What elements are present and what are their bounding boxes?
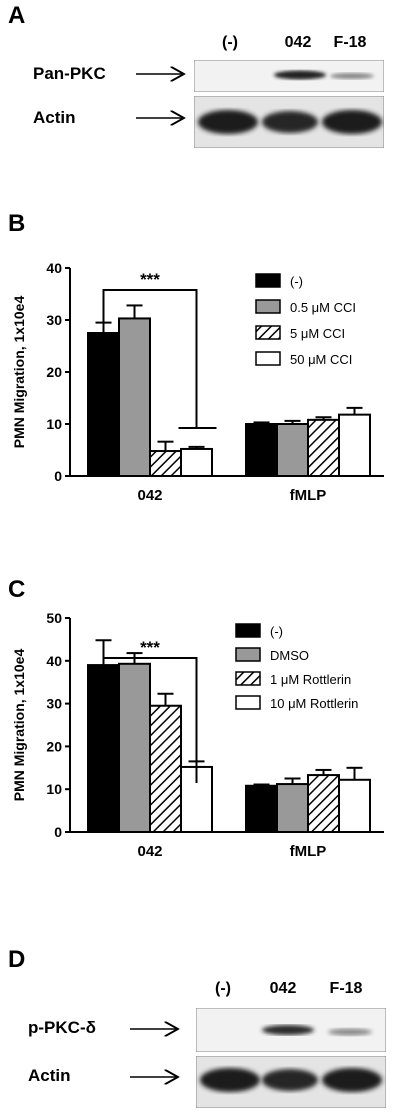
panel-b-letter: B — [8, 210, 26, 237]
bar — [118, 662, 151, 833]
bar — [118, 317, 151, 477]
y-tick-label: 0 — [54, 468, 62, 484]
blot-row-label-actin-d: Actin — [28, 1066, 71, 1085]
legend-label: 0.5 μM CCI — [290, 300, 356, 315]
lane-label-neg: (-) — [222, 34, 238, 51]
lane-label-f18: F-18 — [333, 34, 367, 51]
y-tick-label: 50 — [46, 610, 62, 626]
y-tick-label: 30 — [46, 696, 62, 712]
bar — [87, 664, 120, 833]
legend-label: DMSO — [270, 648, 309, 663]
legend-label: 1 μM Rottlerin — [270, 672, 351, 687]
bar — [276, 423, 309, 477]
significance-bracket — [102, 657, 198, 783]
band-p-pkc-042 — [262, 1025, 314, 1035]
blot-arrows-d — [130, 1000, 400, 1118]
legend-swatch — [235, 671, 261, 686]
legend-label: 5 μM CCI — [290, 326, 345, 341]
bar — [87, 332, 120, 477]
x-category-label: fMLP — [290, 487, 327, 504]
blot-image-actin-a — [194, 96, 384, 148]
x-category-label: fMLP — [290, 843, 327, 860]
chart-b: 0 10 20 30 40 PMN Migration, 1x10e4 042 fMLP ***… — [11, 260, 384, 504]
legend-swatch — [255, 299, 281, 314]
bar — [338, 413, 371, 477]
legend-swatch — [255, 325, 281, 340]
significance-marker: *** — [140, 270, 160, 289]
bar — [307, 418, 340, 477]
y-axis-label: PMN Migration, 1x10e4 — [11, 296, 27, 449]
y-tick-label: 0 — [54, 824, 62, 840]
band-actin-d-neg — [200, 1068, 260, 1092]
lane-label-d-042: 042 — [269, 980, 297, 997]
legend-label: 10 μM Rottlerin — [270, 696, 358, 711]
bar — [245, 784, 278, 833]
legend-swatch — [235, 647, 261, 662]
y-tick-label: 40 — [46, 653, 62, 669]
bar — [149, 704, 182, 833]
blot-row-label-p-pkc-delta: p-PKC-δ — [28, 1018, 96, 1037]
legend-label: 50 μM CCI — [290, 352, 352, 367]
legend-label: (-) — [270, 624, 283, 639]
band-actin-d-042 — [262, 1069, 318, 1091]
blot-arrows-a — [136, 0, 400, 160]
y-tick-label: 10 — [46, 781, 62, 797]
lane-label-d-neg: (-) — [215, 980, 231, 997]
band-p-pkc-f18 — [328, 1028, 372, 1036]
bar — [276, 783, 309, 833]
blot-image-actin-d — [196, 1056, 386, 1108]
y-tick-label: 20 — [46, 364, 62, 380]
y-tick-label: 30 — [46, 312, 62, 328]
band-actin-a-f18 — [322, 110, 382, 134]
lane-label-d-f18: F-18 — [329, 980, 363, 997]
significance-marker: *** — [140, 638, 160, 657]
band-pan-pkc-f18 — [330, 73, 374, 79]
legend-swatch — [255, 351, 281, 366]
bar — [245, 423, 278, 477]
panel-c-letter: C — [8, 576, 26, 603]
bar — [307, 774, 340, 834]
bar — [180, 765, 213, 833]
band-actin-a-042 — [262, 111, 318, 133]
bar — [338, 778, 371, 833]
chart-c: 0 10 20 30 40 50 PMN Migration, 1x10e4 042 fMLP *… — [11, 610, 384, 860]
legend-swatch — [235, 623, 261, 638]
x-category-label: 042 — [137, 843, 162, 860]
legend-swatch — [255, 273, 281, 288]
bar — [180, 447, 213, 478]
y-tick-label: 10 — [46, 416, 62, 432]
y-tick-label: 20 — [46, 738, 62, 754]
y-axis-label: PMN Migration, 1x10e4 — [11, 649, 27, 802]
bar — [149, 450, 182, 477]
legend-label: (-) — [290, 274, 303, 289]
band-actin-d-f18 — [322, 1068, 382, 1092]
blot-image-pan-pkc — [194, 60, 384, 92]
x-category-label: 042 — [137, 487, 162, 504]
lane-label-042: 042 — [284, 34, 312, 51]
panel-d-letter: D — [8, 946, 26, 973]
legend-swatch — [235, 695, 261, 710]
blot-row-label-pan-pkc: Pan-PKC — [33, 64, 106, 83]
y-tick-label: 40 — [46, 260, 62, 276]
blot-image-p-pkc-delta — [196, 1008, 386, 1052]
significance-bracket — [102, 289, 198, 428]
panel-a-letter: A — [8, 2, 26, 29]
band-actin-a-neg — [198, 110, 258, 134]
band-pan-pkc-042 — [274, 70, 326, 80]
blot-row-label-actin-a: Actin — [33, 108, 76, 127]
